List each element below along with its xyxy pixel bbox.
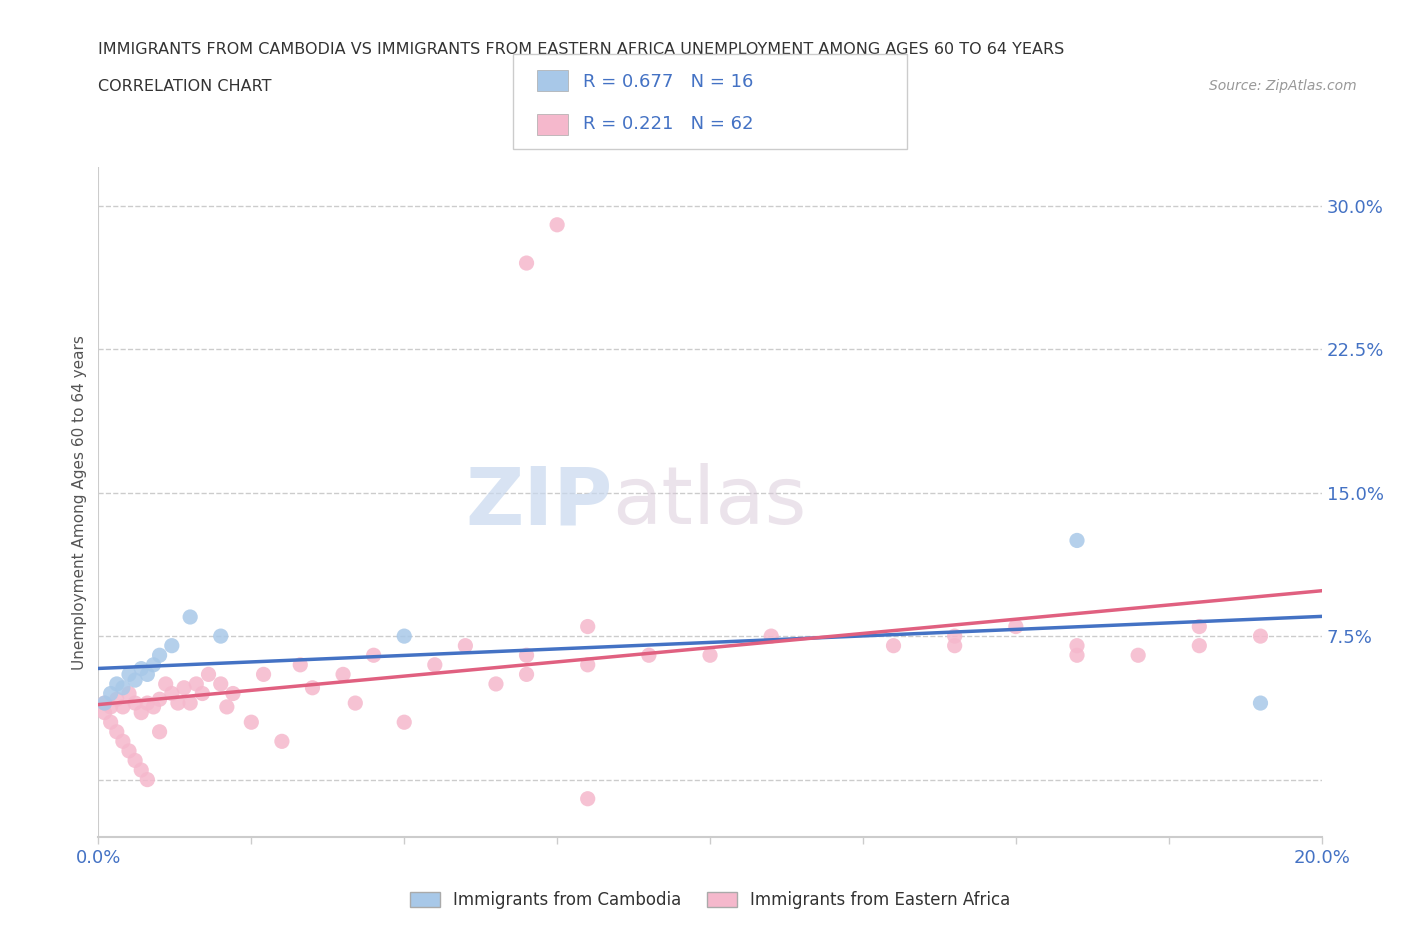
Point — [240, 715, 263, 730]
Point — [149, 724, 172, 739]
Point — [186, 676, 208, 691]
Point — [516, 648, 538, 663]
Point — [124, 672, 146, 687]
Point — [100, 686, 122, 701]
Point — [392, 715, 416, 730]
Point — [142, 658, 165, 672]
Text: R = 0.677   N = 16: R = 0.677 N = 16 — [583, 73, 754, 91]
Point — [392, 629, 416, 644]
Point — [136, 772, 159, 787]
Point — [118, 743, 141, 758]
Point — [111, 699, 134, 714]
Point — [1188, 619, 1211, 634]
Point — [179, 696, 201, 711]
Point — [1188, 638, 1211, 653]
Point — [699, 648, 721, 663]
Point — [142, 699, 165, 714]
Point — [423, 658, 446, 672]
Point — [179, 609, 201, 624]
Point — [301, 681, 323, 696]
Text: Source: ZipAtlas.com: Source: ZipAtlas.com — [1209, 79, 1357, 93]
Text: ZIP: ZIP — [465, 463, 612, 541]
Point — [129, 763, 152, 777]
Point — [129, 705, 152, 720]
Point — [759, 629, 782, 644]
Point — [191, 686, 214, 701]
Point — [105, 692, 128, 707]
Point — [1249, 696, 1271, 711]
Point — [149, 648, 172, 663]
Point — [1249, 629, 1271, 644]
Point — [105, 676, 128, 691]
Point — [1066, 648, 1088, 663]
Point — [209, 676, 232, 691]
Point — [883, 638, 905, 653]
Text: atlas: atlas — [612, 463, 807, 541]
Point — [124, 696, 146, 711]
Point — [576, 658, 599, 672]
Point — [1004, 619, 1026, 634]
Point — [546, 218, 568, 232]
Point — [516, 256, 538, 271]
Point — [167, 696, 190, 711]
Point — [943, 638, 966, 653]
Point — [209, 629, 232, 644]
Point — [943, 629, 966, 644]
Text: CORRELATION CHART: CORRELATION CHART — [98, 79, 271, 94]
Point — [160, 686, 183, 701]
Point — [149, 692, 172, 707]
Point — [576, 619, 599, 634]
Point — [516, 667, 538, 682]
Text: IMMIGRANTS FROM CAMBODIA VS IMMIGRANTS FROM EASTERN AFRICA UNEMPLOYMENT AMONG AG: IMMIGRANTS FROM CAMBODIA VS IMMIGRANTS F… — [98, 42, 1064, 57]
Point — [1066, 638, 1088, 653]
Point — [160, 638, 183, 653]
Point — [129, 661, 152, 676]
Y-axis label: Unemployment Among Ages 60 to 64 years: Unemployment Among Ages 60 to 64 years — [72, 335, 87, 670]
Point — [173, 681, 195, 696]
Text: R = 0.221   N = 62: R = 0.221 N = 62 — [583, 114, 754, 133]
Point — [100, 699, 122, 714]
Point — [100, 715, 122, 730]
Point — [111, 681, 134, 696]
Point — [93, 696, 115, 711]
Point — [270, 734, 292, 749]
Point — [222, 686, 245, 701]
Point — [332, 667, 354, 682]
Point — [1066, 533, 1088, 548]
Point — [93, 696, 115, 711]
Point — [576, 791, 599, 806]
Point — [344, 696, 367, 711]
Point — [1128, 648, 1150, 663]
Point — [215, 699, 238, 714]
Point — [118, 667, 141, 682]
Point — [363, 648, 385, 663]
Point — [155, 676, 177, 691]
Point — [111, 734, 134, 749]
Point — [485, 676, 508, 691]
Point — [136, 696, 159, 711]
Point — [93, 705, 115, 720]
Point — [454, 638, 477, 653]
Point — [197, 667, 219, 682]
Point — [290, 658, 312, 672]
Point — [252, 667, 274, 682]
Point — [118, 686, 141, 701]
Point — [124, 753, 146, 768]
Point — [105, 724, 128, 739]
Point — [637, 648, 661, 663]
Point — [136, 667, 159, 682]
Legend: Immigrants from Cambodia, Immigrants from Eastern Africa: Immigrants from Cambodia, Immigrants fro… — [404, 884, 1017, 916]
